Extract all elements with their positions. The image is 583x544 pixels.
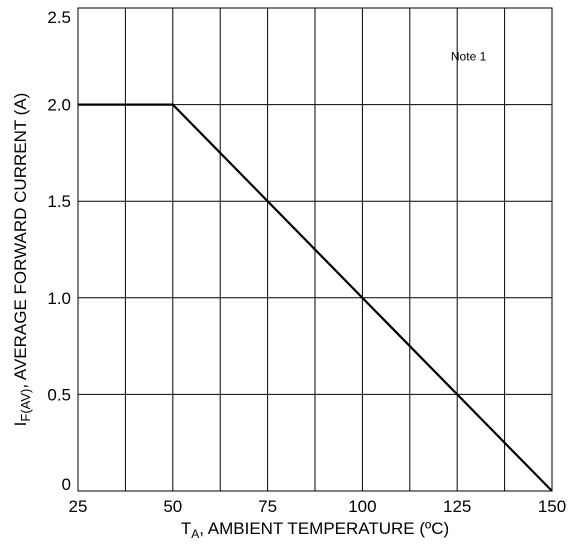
x-axis-title-sub: A [191,527,199,541]
y-tick-label: 0 [62,475,71,494]
y-axis-title-main: I [11,422,30,427]
x-tick-label: 100 [348,497,376,516]
y-tick-label: 0.5 [47,385,71,404]
y-tick-label: 1.0 [47,289,71,308]
x-axis-title-rest: , AMBIENT TEMPERATURE (ºC) [199,519,449,538]
series-group [78,103,553,492]
series-line-0 [78,103,553,492]
x-tick-label: 25 [69,497,88,516]
y-axis-title-sub: F(AV) [18,389,33,422]
y-tick-labels: 0 0.5 1.0 1.5 2.0 2.5 [47,8,71,494]
x-tick-label: 150 [538,497,566,516]
y-tick-label: 1.5 [47,192,71,211]
x-tick-label: 125 [443,497,471,516]
y-tick-label: 2.5 [47,8,71,27]
x-axis-title-main: T [181,519,191,538]
x-tick-label: 75 [258,497,277,516]
y-tick-label: 2.0 [47,96,71,115]
x-axis-title: TA, AMBIENT TEMPERATURE (ºC) [181,519,449,541]
x-tick-label: 50 [163,497,182,516]
annotations: Note 1 [451,49,487,63]
x-tick-labels: 25 50 75 100 125 150 [69,497,567,516]
annotation-note: Note 1 [451,49,487,63]
plot-frame [77,7,553,492]
y-axis-title-rest: , AVERAGE FORWARD CURRENT (A) [11,93,30,389]
y-axis-title: IF(AV), AVERAGE FORWARD CURRENT (A) [11,93,33,427]
